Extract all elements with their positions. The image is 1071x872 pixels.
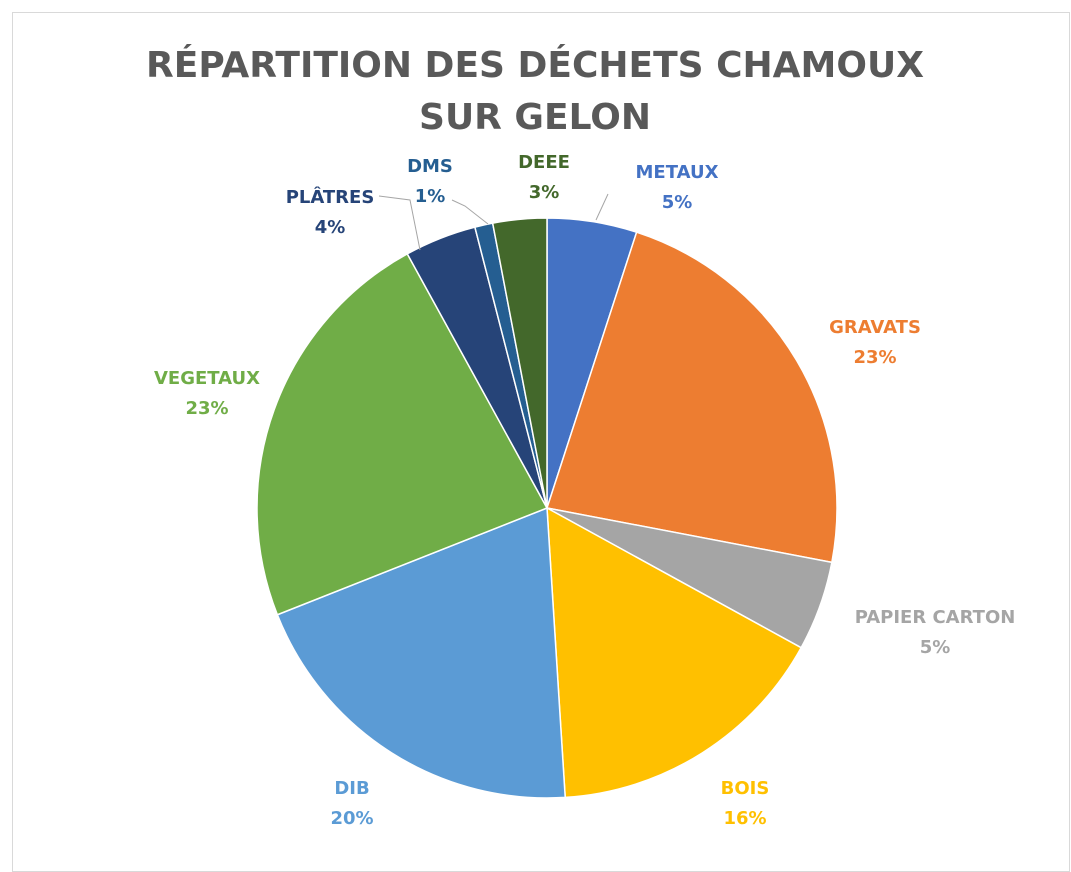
- slice-value-label: 23%: [853, 347, 896, 368]
- slice-value-label: 3%: [529, 182, 560, 203]
- slice-value-label: 5%: [920, 637, 951, 658]
- slice-value-label: 20%: [330, 808, 373, 829]
- slice-label: METAUX: [636, 162, 719, 183]
- chart-title: RÉPARTITION DES DÉCHETS CHAMOUX SUR GELO…: [146, 45, 924, 138]
- leader-line: [378, 195, 421, 251]
- slice-value-label: 4%: [315, 217, 346, 238]
- pie-slice: [491, 217, 548, 509]
- slice-label: GRAVATS: [829, 317, 921, 338]
- slice-value-label: 16%: [723, 808, 766, 829]
- pie-slice: [276, 506, 567, 799]
- pie-slice: [546, 506, 803, 799]
- pie-slice: [546, 231, 838, 564]
- leader-line: [451, 199, 489, 225]
- slice-label: PAPIER CARTON: [855, 607, 1016, 628]
- pie-slice: [256, 252, 549, 616]
- slice-value-label: 5%: [662, 192, 693, 213]
- slice-label: BOIS: [721, 778, 770, 799]
- slice-label: VEGETAUX: [154, 368, 260, 389]
- slice-label: DEEE: [518, 152, 570, 173]
- slice-value-label: 23%: [185, 398, 228, 419]
- slice-value-label: 1%: [415, 186, 446, 207]
- slice-label: DIB: [334, 778, 369, 799]
- slice-label: PLÂTRES: [286, 186, 375, 208]
- slice-label: DMS: [407, 156, 453, 177]
- leader-line: [595, 193, 609, 221]
